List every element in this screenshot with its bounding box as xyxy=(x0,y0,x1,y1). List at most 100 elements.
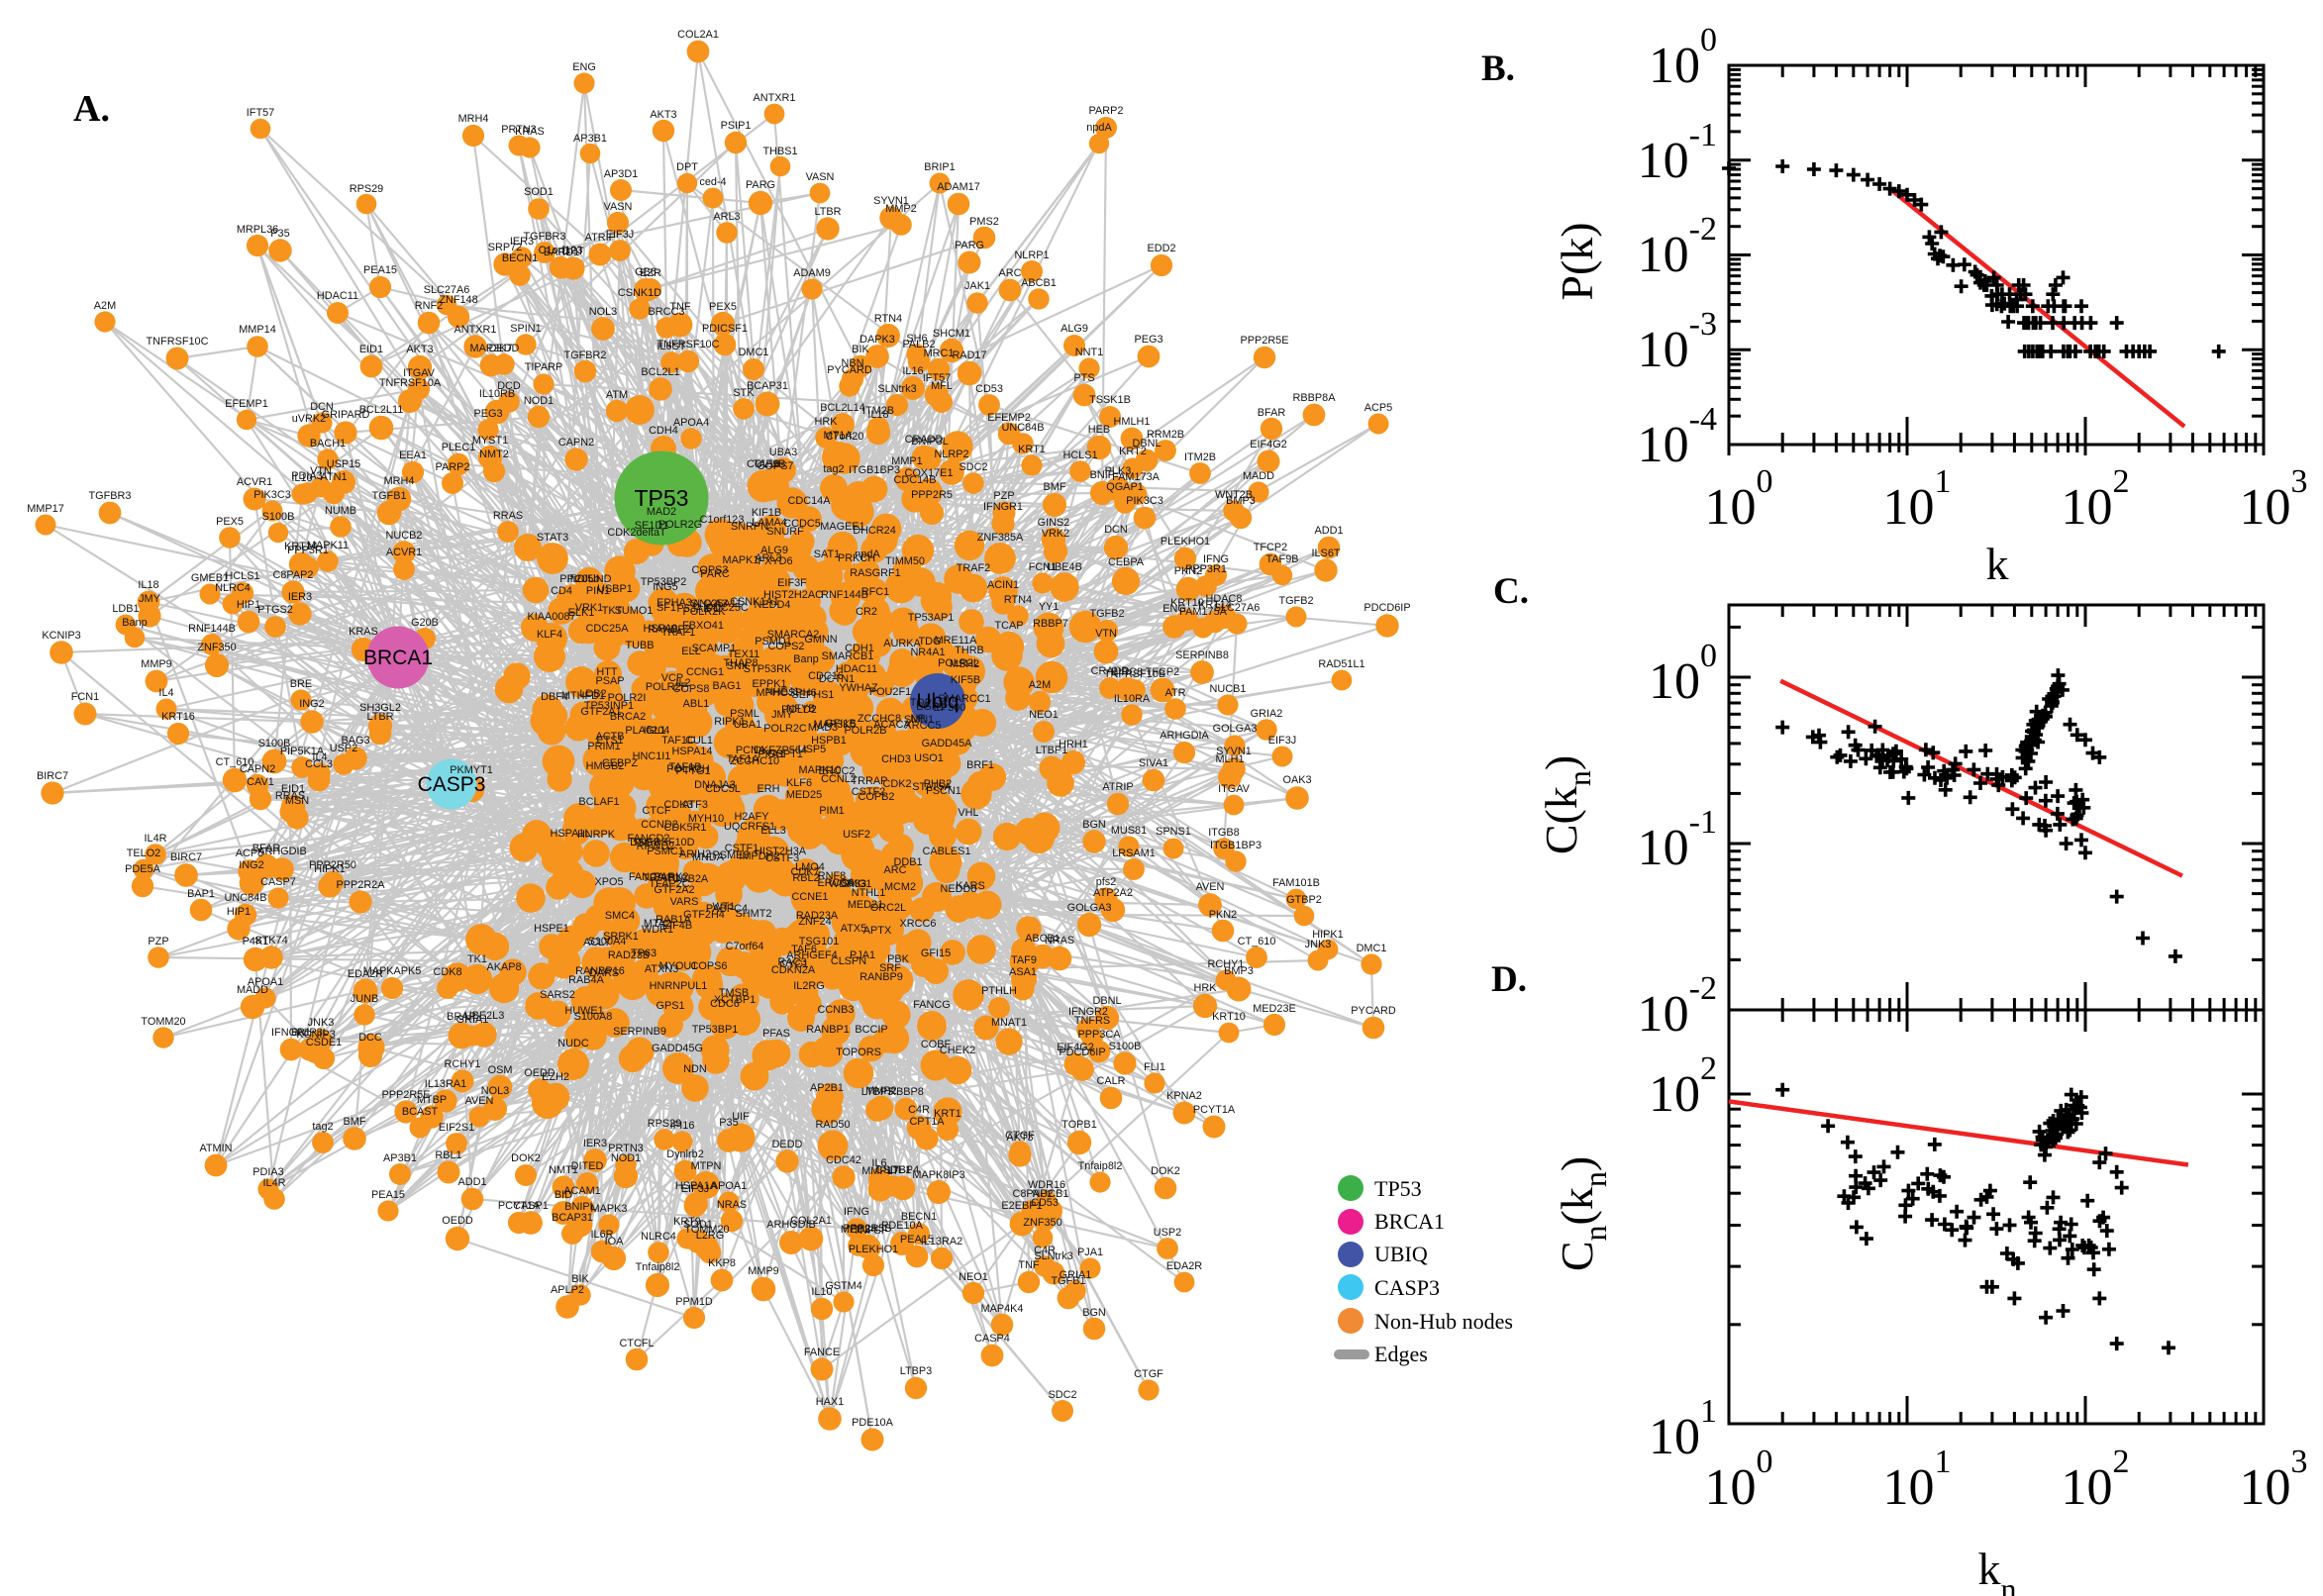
svg-text:RANBP2: RANBP2 xyxy=(648,624,691,636)
svg-text:POLR2B: POLR2B xyxy=(845,725,887,737)
svg-text:HNRNPUL1: HNRNPUL1 xyxy=(650,980,708,992)
svg-text:OEDD: OEDD xyxy=(524,1067,556,1079)
svg-text:PJA1: PJA1 xyxy=(1077,1247,1103,1258)
svg-text:RAC3: RAC3 xyxy=(777,956,806,968)
svg-text:TRAF2: TRAF2 xyxy=(957,562,991,574)
svg-text:ARHGDIB: ARHGDIB xyxy=(766,1219,816,1231)
svg-text:BARD1: BARD1 xyxy=(544,247,579,258)
svg-text:ITGAV: ITGAV xyxy=(1218,783,1251,795)
svg-text:SRF: SRF xyxy=(879,962,901,974)
svg-text:P53AIP1: P53AIP1 xyxy=(677,603,720,615)
svg-text:TKT: TKT xyxy=(602,605,623,617)
svg-text:DITED: DITED xyxy=(571,1160,604,1172)
svg-text:NEO1: NEO1 xyxy=(1029,709,1059,721)
svg-text:SUMO1: SUMO1 xyxy=(615,605,654,617)
svg-text:FLI1: FLI1 xyxy=(1144,1061,1165,1073)
svg-text:HIP1: HIP1 xyxy=(227,906,251,918)
svg-text:CCNG1: CCNG1 xyxy=(686,666,724,678)
svg-text:TRAF1: TRAF1 xyxy=(661,627,696,639)
svg-text:ACP5: ACP5 xyxy=(1364,402,1392,414)
svg-text:tag2: tag2 xyxy=(823,463,844,475)
svg-text:HRK: HRK xyxy=(815,416,839,428)
svg-text:ACVR1: ACVR1 xyxy=(237,476,272,488)
svg-text:JAK1: JAK1 xyxy=(964,280,990,292)
svg-text:TFCP2: TFCP2 xyxy=(1254,542,1288,553)
svg-text:IFNG: IFNG xyxy=(844,1206,869,1218)
svg-text:BCLAF1: BCLAF1 xyxy=(578,796,619,808)
svg-text:CEBPA: CEBPA xyxy=(1108,556,1145,568)
svg-text:TIPARP: TIPARP xyxy=(525,361,563,373)
svg-text:CDC25C: CDC25C xyxy=(705,602,749,614)
svg-text:C7orf20: C7orf20 xyxy=(826,431,864,443)
svg-text:TP53BP2: TP53BP2 xyxy=(641,576,687,588)
svg-text:PRTN3: PRTN3 xyxy=(608,1143,644,1154)
svg-text:KLF4: KLF4 xyxy=(537,629,562,641)
svg-text:THRB: THRB xyxy=(955,645,984,656)
svg-text:NEO1: NEO1 xyxy=(959,1271,988,1283)
svg-text:USO1: USO1 xyxy=(914,752,944,764)
svg-text:TK1: TK1 xyxy=(467,953,487,965)
svg-text:COPS6: COPS6 xyxy=(691,960,728,972)
svg-text:SLNtrk3: SLNtrk3 xyxy=(1034,1250,1072,1262)
svg-text:SDC2: SDC2 xyxy=(959,461,987,473)
svg-text:BCL2L14: BCL2L14 xyxy=(820,402,864,414)
svg-text:STK74: STK74 xyxy=(254,935,287,947)
svg-text:ACIN1: ACIN1 xyxy=(987,579,1019,591)
svg-text:HRK: HRK xyxy=(1194,982,1218,994)
svg-text:CCNE1: CCNE1 xyxy=(792,891,829,903)
svg-text:CSTF1: CSTF1 xyxy=(725,843,759,854)
svg-text:EDD2: EDD2 xyxy=(1147,243,1175,254)
svg-text:IL13RA2: IL13RA2 xyxy=(921,1236,962,1247)
svg-text:STAT3: STAT3 xyxy=(537,532,568,544)
svg-text:CASP4: CASP4 xyxy=(974,1333,1010,1345)
svg-text:MAD3: MAD3 xyxy=(808,722,838,734)
svg-text:KRT2: KRT2 xyxy=(1119,446,1147,457)
svg-text:GRIA1: GRIA1 xyxy=(1060,1269,1092,1281)
svg-text:HIST2H3A: HIST2H3A xyxy=(755,846,807,857)
svg-text:TP53INP1: TP53INP1 xyxy=(584,700,634,712)
svg-text:MRH4: MRH4 xyxy=(384,475,415,487)
svg-text:POLR2G: POLR2G xyxy=(658,519,702,531)
svg-text:AURKA: AURKA xyxy=(883,638,921,649)
svg-text:S100B: S100B xyxy=(258,738,291,749)
svg-text:DBNL: DBNL xyxy=(1132,438,1161,449)
svg-text:MADD: MADD xyxy=(237,984,268,996)
svg-text:CDC42: CDC42 xyxy=(826,1154,861,1166)
svg-text:CLSPN: CLSPN xyxy=(831,955,866,967)
svg-text:NUCB1: NUCB1 xyxy=(1033,1188,1069,1200)
svg-text:GADD45A: GADD45A xyxy=(922,738,973,749)
svg-text:CDC5L: CDC5L xyxy=(705,783,741,795)
svg-text:BRCA1: BRCA1 xyxy=(363,647,433,669)
svg-text:TAF1C: TAF1C xyxy=(661,735,695,747)
svg-text:STK: STK xyxy=(733,387,755,399)
svg-text:TNFRSF10D: TNFRSF10D xyxy=(633,837,695,848)
svg-text:TP53: TP53 xyxy=(635,485,689,511)
svg-text:MMP9: MMP9 xyxy=(748,1265,778,1277)
svg-text:103: 103 xyxy=(2240,463,2308,536)
svg-text:EPHA3: EPHA3 xyxy=(656,597,692,609)
svg-text:DCC: DCC xyxy=(358,1032,382,1044)
svg-text:TP53AP1: TP53AP1 xyxy=(908,612,955,624)
svg-text:PDE5A: PDE5A xyxy=(125,863,160,875)
svg-text:HDAC11: HDAC11 xyxy=(836,663,877,675)
svg-text:LTBP1: LTBP1 xyxy=(1036,745,1068,756)
svg-text:DBNL: DBNL xyxy=(1092,995,1121,1007)
svg-text:OSM: OSM xyxy=(488,1064,513,1076)
svg-text:GFI1B: GFI1B xyxy=(825,718,856,730)
svg-text:EFEMP2: EFEMP2 xyxy=(987,412,1031,424)
svg-text:KLF6: KLF6 xyxy=(786,777,812,789)
svg-text:BRE: BRE xyxy=(290,678,312,690)
svg-text:COPS7: COPS7 xyxy=(758,460,794,472)
svg-text:FCN1: FCN1 xyxy=(1029,561,1057,573)
svg-text:HNC1I1: HNC1I1 xyxy=(633,750,671,762)
svg-text:SHMT2: SHMT2 xyxy=(736,908,772,920)
svg-text:ARL3: ARL3 xyxy=(755,552,781,564)
svg-text:PIK3C3: PIK3C3 xyxy=(253,489,291,501)
svg-text:101: 101 xyxy=(1883,1444,1952,1516)
svg-text:PCNA: PCNA xyxy=(736,745,766,756)
svg-text:PIK3C3: PIK3C3 xyxy=(1126,495,1163,507)
svg-text:TAF9B: TAF9B xyxy=(753,458,785,470)
svg-text:ATX5: ATX5 xyxy=(841,923,866,935)
svg-text:PJA1: PJA1 xyxy=(850,949,875,961)
svg-text:APLP2: APLP2 xyxy=(551,1284,584,1296)
